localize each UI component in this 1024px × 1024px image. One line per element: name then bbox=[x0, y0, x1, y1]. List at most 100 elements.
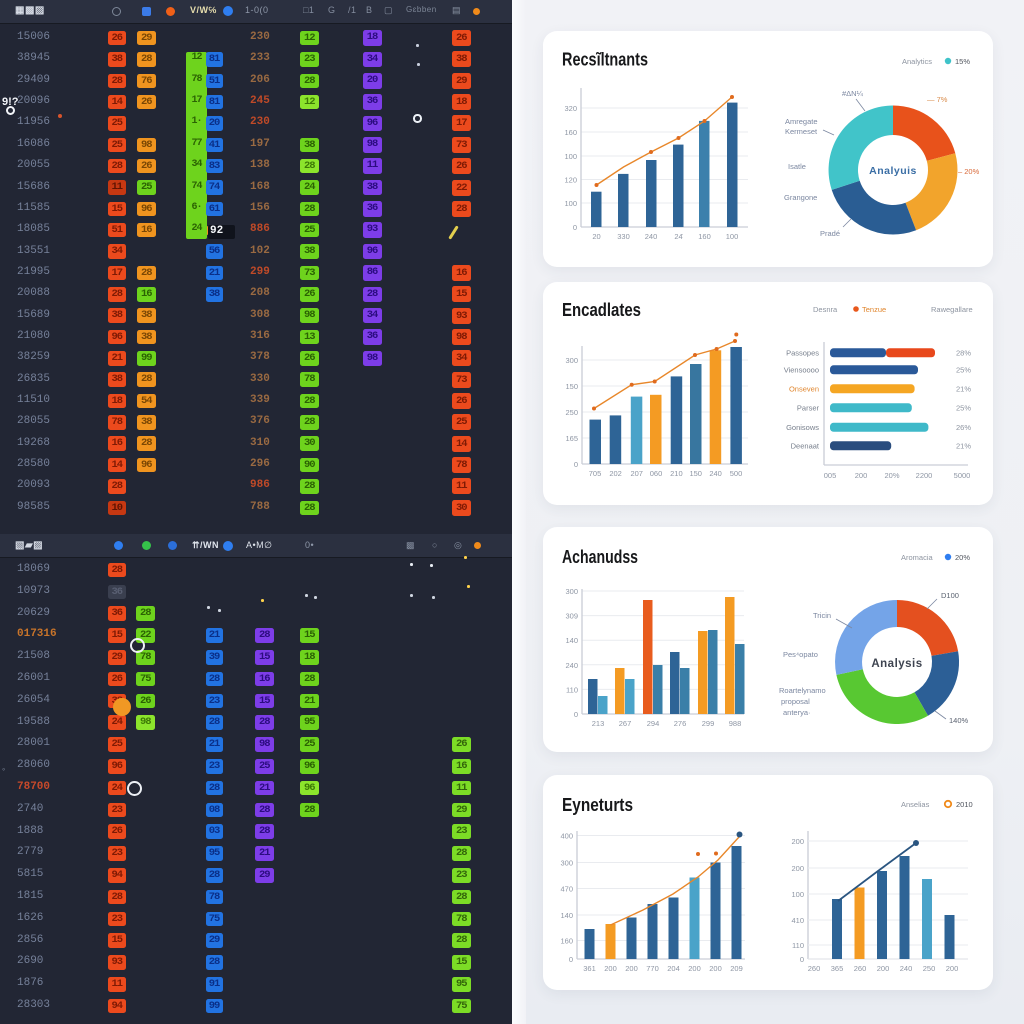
svg-text:0: 0 bbox=[574, 710, 578, 719]
svg-text:Recsĩltnants: Recsĩltnants bbox=[562, 49, 648, 70]
svg-text:D100: D100 bbox=[941, 591, 959, 600]
svg-text:361: 361 bbox=[583, 964, 596, 973]
svg-text:Amregate: Amregate bbox=[785, 117, 818, 126]
svg-text:207: 207 bbox=[630, 469, 643, 478]
svg-text:Kermeset: Kermeset bbox=[785, 127, 818, 136]
svg-text:410: 410 bbox=[791, 916, 804, 925]
svg-text:21%: 21% bbox=[956, 385, 971, 394]
svg-text:0: 0 bbox=[573, 223, 577, 232]
svg-text:Encadlates: Encadlates bbox=[562, 299, 641, 320]
svg-text:330: 330 bbox=[617, 232, 630, 241]
svg-text:204: 204 bbox=[667, 964, 680, 973]
svg-text:26%: 26% bbox=[956, 423, 971, 432]
svg-text:988: 988 bbox=[729, 719, 742, 728]
svg-text:140: 140 bbox=[560, 911, 573, 920]
svg-text:470: 470 bbox=[560, 885, 573, 894]
svg-text:309: 309 bbox=[565, 612, 578, 621]
svg-text:100: 100 bbox=[726, 232, 739, 241]
svg-text:260: 260 bbox=[808, 964, 821, 973]
svg-text:20: 20 bbox=[592, 232, 600, 241]
svg-text:200: 200 bbox=[625, 964, 638, 973]
svg-text:28%: 28% bbox=[956, 349, 971, 358]
svg-text:165: 165 bbox=[565, 434, 578, 443]
svg-text:213: 213 bbox=[592, 719, 605, 728]
svg-text:proposal: proposal bbox=[781, 697, 810, 706]
svg-text:anterya·: anterya· bbox=[783, 708, 811, 717]
svg-text:200: 200 bbox=[946, 964, 959, 973]
svg-text:25%: 25% bbox=[956, 366, 971, 375]
svg-text:299: 299 bbox=[702, 719, 715, 728]
svg-text:Rawegallare: Rawegallare bbox=[931, 305, 973, 314]
svg-text:Analyuis: Analyuis bbox=[869, 165, 917, 177]
svg-text:21%: 21% bbox=[956, 442, 971, 451]
svg-text:250: 250 bbox=[565, 408, 578, 417]
svg-text:Isatle: Isatle bbox=[788, 162, 806, 171]
svg-text:240: 240 bbox=[565, 661, 578, 670]
svg-text:400: 400 bbox=[560, 832, 573, 841]
svg-text:240: 240 bbox=[709, 469, 722, 478]
svg-text:20%: 20% bbox=[955, 553, 970, 562]
svg-text:365: 365 bbox=[831, 964, 844, 973]
svg-text:Parser: Parser bbox=[797, 404, 820, 413]
svg-text:200: 200 bbox=[791, 864, 804, 873]
svg-text:060: 060 bbox=[650, 469, 663, 478]
svg-text:140: 140 bbox=[565, 636, 578, 645]
svg-text:Gonisows: Gonisows bbox=[786, 423, 819, 432]
svg-text:5000: 5000 bbox=[954, 471, 971, 480]
svg-text:Roartelynamo: Roartelynamo bbox=[779, 686, 826, 695]
svg-text:200: 200 bbox=[688, 964, 701, 973]
svg-text:209: 209 bbox=[730, 964, 743, 973]
svg-text:250: 250 bbox=[923, 964, 936, 973]
svg-text:Onseven: Onseven bbox=[789, 385, 819, 394]
svg-text:200: 200 bbox=[877, 964, 890, 973]
svg-text:160: 160 bbox=[564, 128, 577, 137]
svg-text:300: 300 bbox=[565, 356, 578, 365]
svg-text:300: 300 bbox=[565, 587, 578, 596]
svg-text:Analysis: Analysis bbox=[871, 658, 922, 670]
svg-text:200: 200 bbox=[791, 837, 804, 846]
svg-text:110: 110 bbox=[792, 941, 804, 950]
svg-text:Deenaat: Deenaat bbox=[791, 442, 820, 451]
svg-text:Anselias: Anselias bbox=[901, 800, 930, 809]
svg-text:Pradé: Pradé bbox=[820, 229, 840, 238]
svg-text:267: 267 bbox=[619, 719, 632, 728]
svg-text:Grangone: Grangone bbox=[784, 193, 817, 202]
svg-text:320: 320 bbox=[564, 104, 577, 113]
svg-text:276: 276 bbox=[674, 719, 687, 728]
svg-text:Pes⁴opato: Pes⁴opato bbox=[783, 650, 818, 659]
svg-text:240: 240 bbox=[900, 964, 913, 973]
svg-text:200: 200 bbox=[855, 471, 868, 480]
svg-text:Tricin: Tricin bbox=[813, 611, 831, 620]
svg-text:Aromacia: Aromacia bbox=[901, 553, 934, 562]
svg-text:210: 210 bbox=[670, 469, 683, 478]
svg-text:150: 150 bbox=[689, 469, 702, 478]
svg-text:0: 0 bbox=[569, 955, 573, 964]
svg-text:110: 110 bbox=[566, 685, 578, 694]
svg-text:Viensoooo: Viensoooo bbox=[784, 366, 819, 375]
svg-text:Passopes: Passopes bbox=[786, 349, 819, 358]
svg-text:202: 202 bbox=[609, 469, 622, 478]
svg-text:25%: 25% bbox=[956, 404, 971, 413]
svg-text:705: 705 bbox=[589, 469, 602, 478]
svg-text:2200: 2200 bbox=[916, 471, 933, 480]
svg-text:300: 300 bbox=[560, 859, 573, 868]
svg-text:24̇: 24̇ bbox=[674, 232, 683, 241]
svg-text:200: 200 bbox=[604, 964, 617, 973]
svg-text:Desnra: Desnra bbox=[813, 305, 838, 314]
svg-text:770: 770 bbox=[646, 964, 659, 973]
svg-text:140%: 140% bbox=[949, 716, 969, 725]
svg-text:2010: 2010 bbox=[956, 800, 973, 809]
svg-text:0: 0 bbox=[574, 460, 578, 469]
svg-text:294: 294 bbox=[647, 719, 660, 728]
svg-text:160: 160 bbox=[560, 937, 573, 946]
svg-text:005: 005 bbox=[824, 471, 837, 480]
svg-text:15%: 15% bbox=[955, 57, 970, 66]
svg-text:— 7%: — 7% bbox=[927, 95, 948, 104]
svg-text:150: 150 bbox=[565, 382, 578, 391]
svg-text:Achanudss: Achanudss bbox=[562, 546, 638, 567]
svg-text:Eyneturts: Eyneturts bbox=[562, 794, 633, 815]
svg-text:0: 0 bbox=[800, 955, 804, 964]
svg-text:– 20%: – 20% bbox=[958, 167, 980, 176]
svg-text:160: 160 bbox=[698, 232, 711, 241]
svg-text:500: 500 bbox=[730, 469, 743, 478]
